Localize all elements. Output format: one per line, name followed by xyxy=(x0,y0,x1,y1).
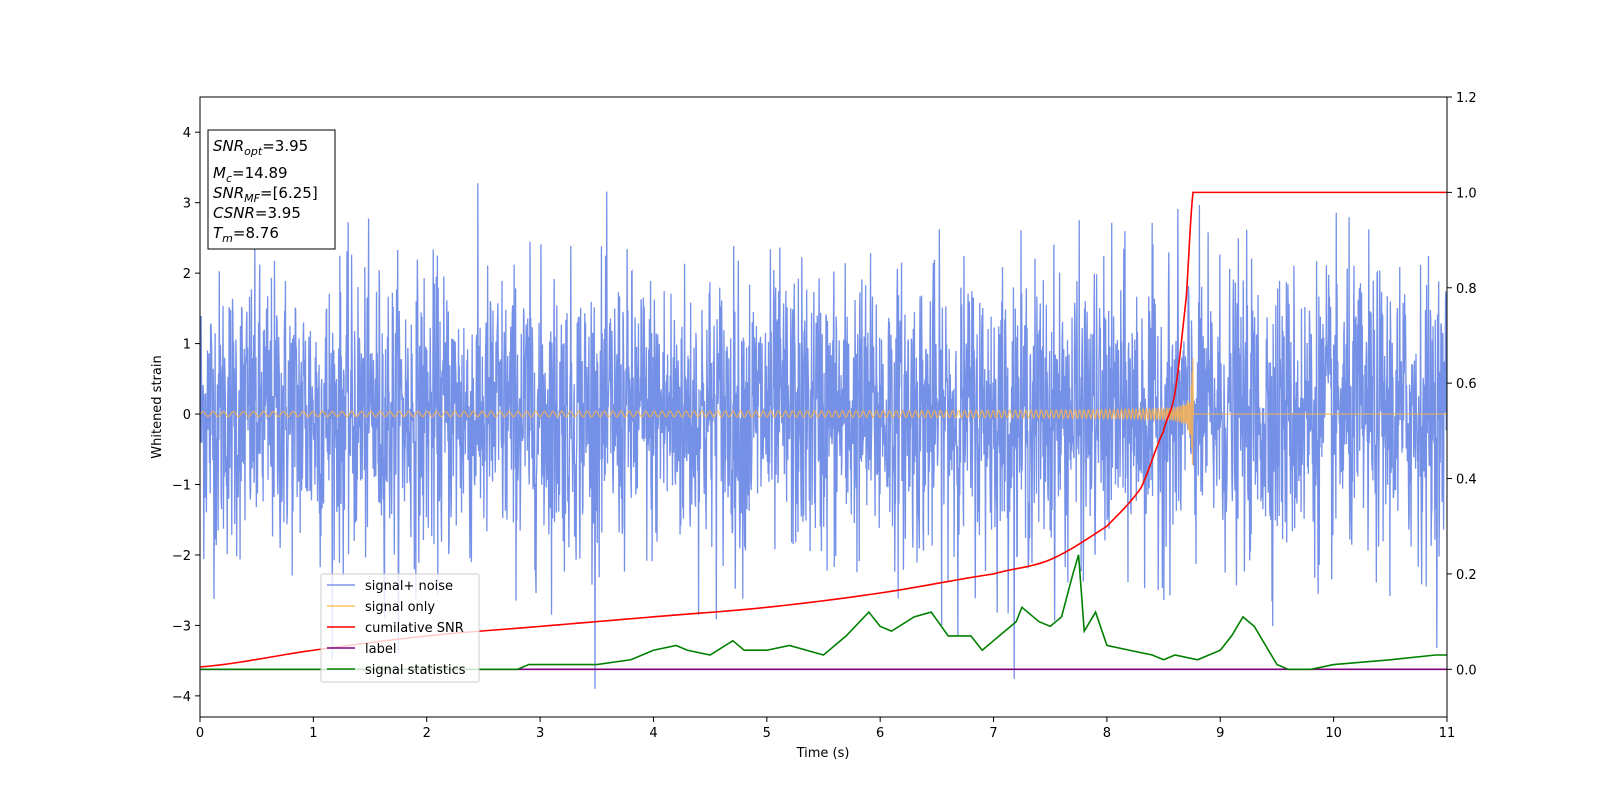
x-tick-label: 0 xyxy=(196,726,204,741)
y-right-tick-label: 0.2 xyxy=(1456,568,1477,583)
info-box: SNRopt=3.95 Mc=14.89 SNRMF=[6.25] CSNR=3… xyxy=(207,129,336,250)
y-right-tick-label: 0.6 xyxy=(1456,377,1477,392)
y-right-tick-label: 0.0 xyxy=(1456,663,1477,678)
x-tick-label: 8 xyxy=(1103,726,1111,741)
y-left-tick-label: −1 xyxy=(172,479,191,494)
y-left-tick-label: 3 xyxy=(183,197,191,212)
y-left-tick-label: 0 xyxy=(183,408,191,423)
y-right-tick-label: 1.0 xyxy=(1456,186,1477,201)
y-right-tick-label: 1.2 xyxy=(1456,91,1477,106)
info-mc: Mc=14.89 xyxy=(213,164,288,185)
signal-only-line xyxy=(200,358,1447,465)
x-tick-label: 11 xyxy=(1439,726,1456,741)
y-left-tick-label: −4 xyxy=(172,690,191,705)
legend-label: signal only xyxy=(365,600,435,615)
y-left-tick-label: 1 xyxy=(183,338,191,353)
signal-plus-noise-series xyxy=(200,183,1447,689)
x-tick-label: 5 xyxy=(763,726,771,741)
info-tm: Tm=8.76 xyxy=(213,224,279,245)
plot-frame xyxy=(199,96,1448,718)
x-axis: 0 1 2 3 4 5 6 7 8 9 10 11 xyxy=(196,717,1455,741)
info-snr-mf: SNRMF=[6.25] xyxy=(213,184,318,205)
x-tick-label: 7 xyxy=(989,726,997,741)
legend-label: label xyxy=(365,642,396,657)
legend: signal+ noise signal only cumilative SNR la… xyxy=(320,573,480,683)
x-tick-label: 3 xyxy=(536,726,544,741)
legend-label: signal statistics xyxy=(365,663,466,678)
signal-only-series xyxy=(200,358,1447,465)
x-tick-label: 2 xyxy=(423,726,431,741)
x-tick-label: 6 xyxy=(876,726,884,741)
x-tick-label: 10 xyxy=(1325,726,1342,741)
x-tick-label: 1 xyxy=(309,726,317,741)
info-snr-opt: SNRopt=3.95 xyxy=(213,137,308,158)
cumilative-snr-line xyxy=(200,191,1447,668)
legend-label: cumilative SNR xyxy=(365,621,464,636)
y-axis-label: Whitened strain xyxy=(150,355,165,458)
info-csnr: CSNR=3.95 xyxy=(213,204,301,222)
y-left-tick-label: −3 xyxy=(172,619,191,634)
y-axis-right: 1.2 1.0 0.8 0.6 0.4 0.2 0.0 xyxy=(1447,91,1477,678)
x-axis-label: Time (s) xyxy=(796,746,850,761)
y-left-tick-label: 2 xyxy=(183,267,191,282)
y-right-tick-label: 0.4 xyxy=(1456,473,1477,488)
x-tick-label: 9 xyxy=(1216,726,1224,741)
legend-label: signal+ noise xyxy=(365,579,453,594)
y-right-tick-label: 0.8 xyxy=(1456,282,1477,297)
y-left-tick-label: −2 xyxy=(172,549,191,564)
signal-plus-noise-line xyxy=(200,183,1447,689)
x-tick-label: 4 xyxy=(649,726,657,741)
y-left-tick-label: 4 xyxy=(183,126,191,141)
y-axis-left: 4 3 2 1 0 −1 −2 −3 −4 xyxy=(172,126,200,705)
signal-statistics-line xyxy=(200,554,1447,671)
